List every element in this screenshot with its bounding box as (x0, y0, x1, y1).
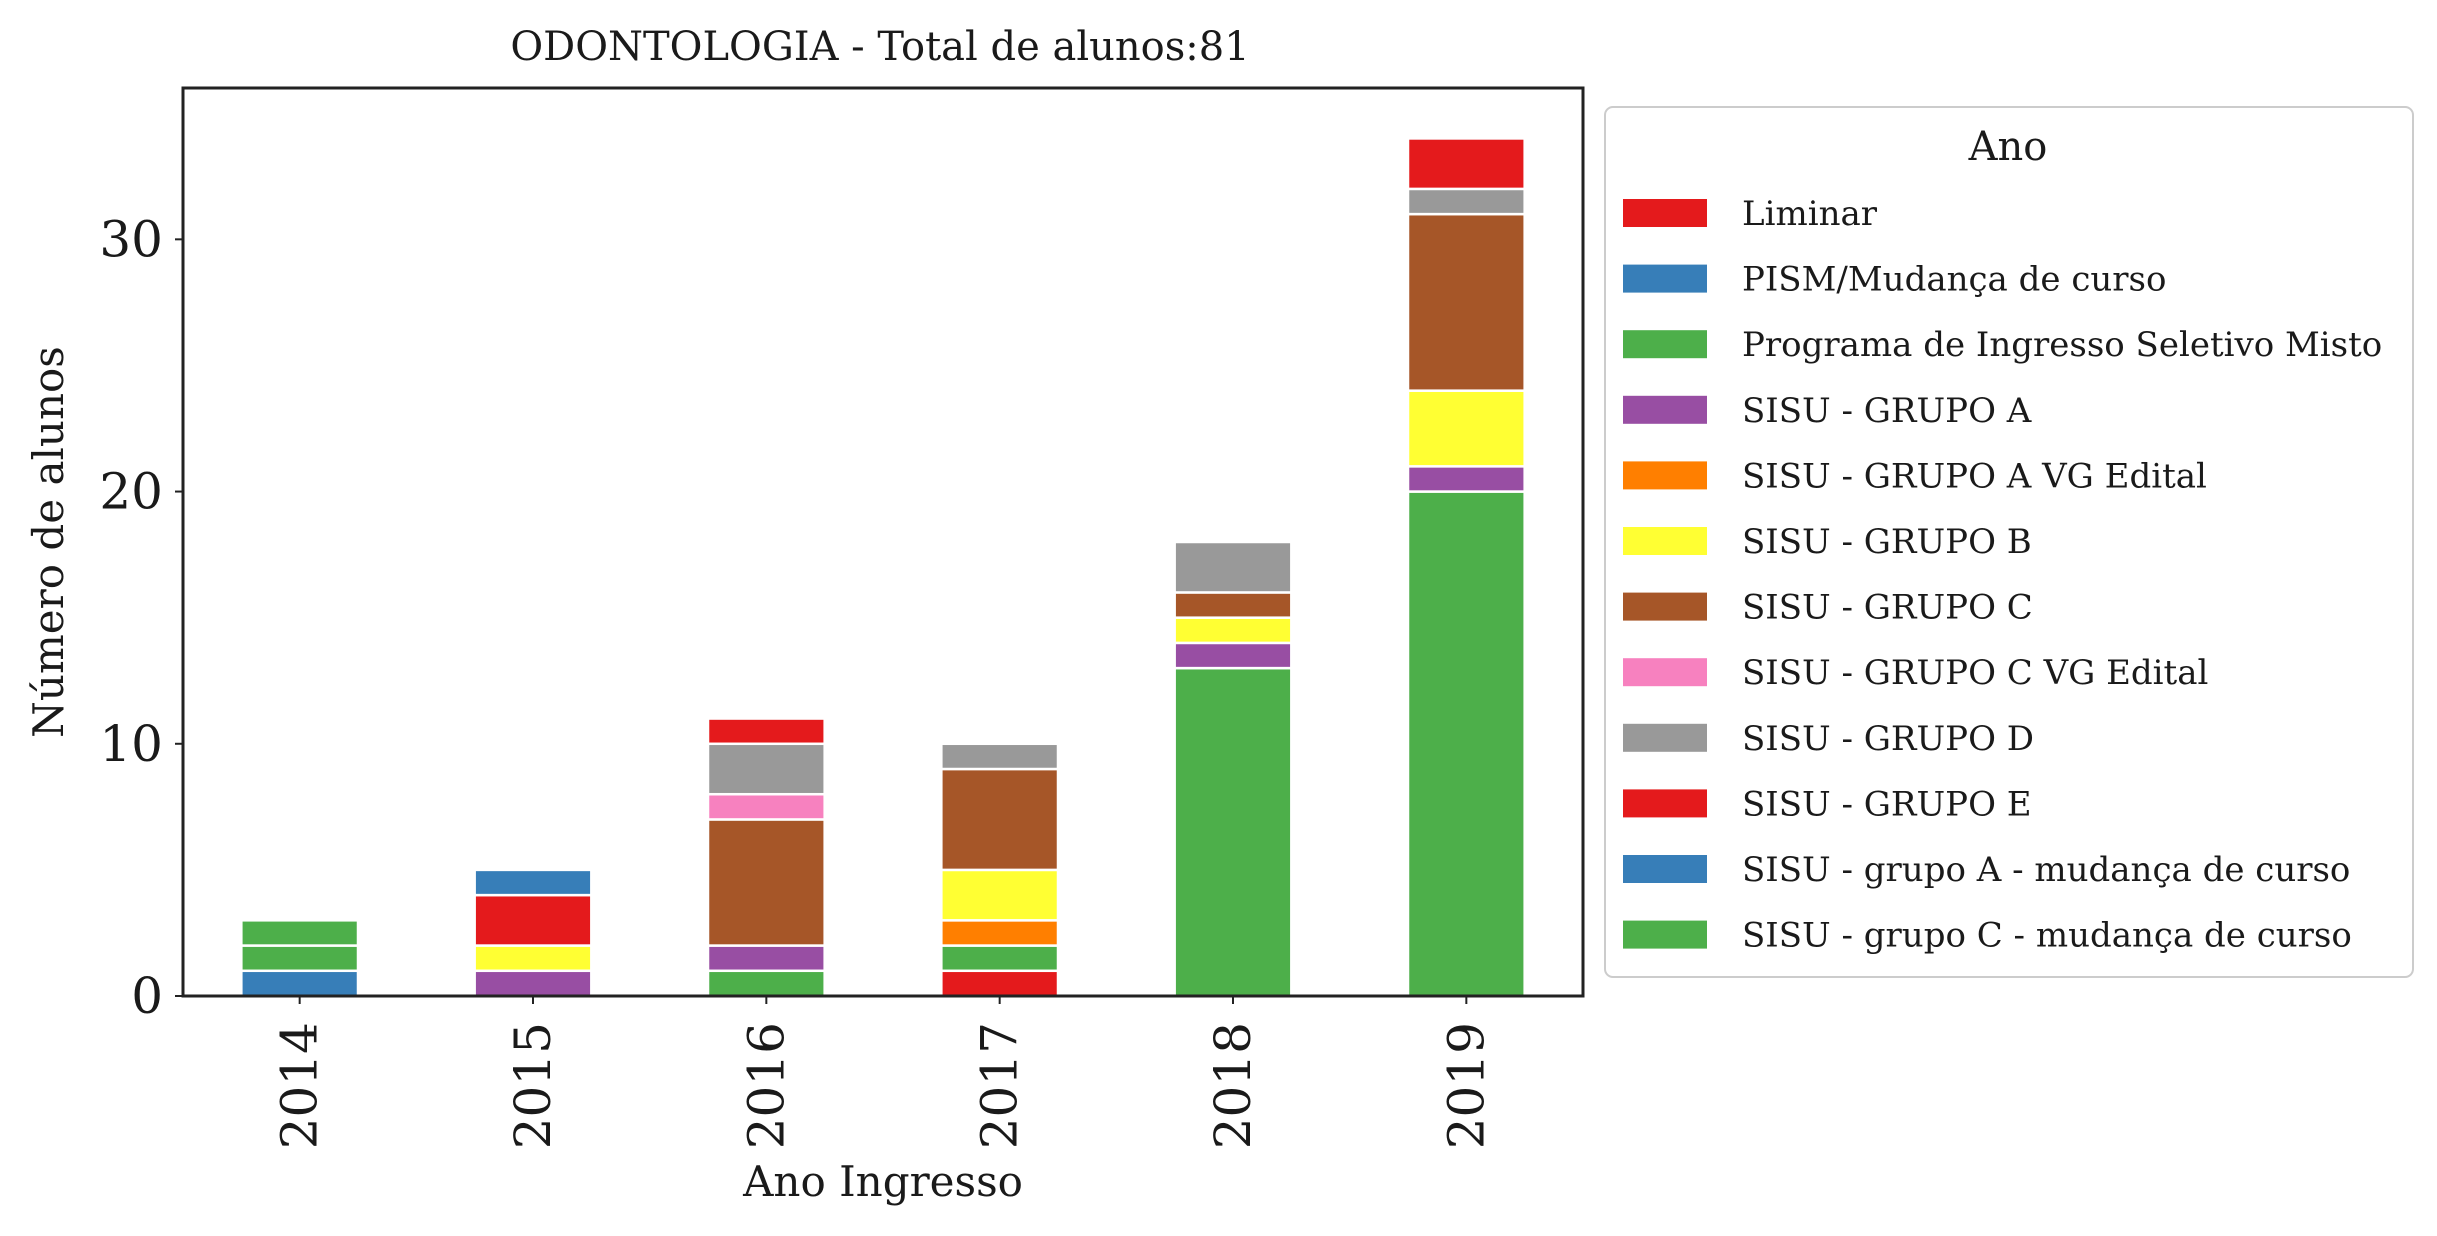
bar-segment (1406, 137, 1526, 191)
bar-segment (1173, 591, 1293, 619)
legend-label: SISU - GRUPO D (1742, 719, 2034, 759)
y-axis-label: Número de alunos (24, 346, 73, 738)
x-tick-label: 2015 (504, 1022, 562, 1149)
chart-title: ODONTOLOGIA - Total de alunos:81 (510, 24, 1249, 70)
legend-swatch (1623, 395, 1707, 424)
y-tick-label: 30 (99, 210, 163, 268)
legend-title: Ano (1968, 124, 2048, 170)
bar-segment (1173, 641, 1293, 670)
legend-label: SISU - grupo A - mudança de curso (1742, 850, 2350, 890)
bar-segment (706, 818, 826, 947)
bar-segment (1406, 490, 1526, 998)
legend-label: PISM/Mudança de curso (1742, 260, 2166, 300)
y-tick-label: 0 (131, 967, 163, 1025)
y-axis: 0 10 20 30 (99, 210, 183, 1025)
bar-segment (940, 742, 1060, 771)
bar-segment (940, 767, 1060, 872)
bar-segment (1406, 187, 1526, 216)
bar-segment (473, 944, 593, 973)
bar-segment (473, 893, 593, 947)
legend-swatch (1623, 592, 1707, 621)
bar-segment (940, 919, 1060, 947)
legend-box (1604, 106, 2414, 978)
legend-items: Liminar PISM/Mudança de curso Programa de … (1623, 194, 2382, 956)
legend-swatch (1623, 199, 1707, 227)
legend-label: SISU - GRUPO A (1742, 391, 2032, 431)
bar-segment (1173, 616, 1293, 645)
bar-segment (706, 742, 826, 796)
x-tick-label: 2014 (271, 1022, 329, 1149)
bar-segment (706, 792, 826, 821)
legend-swatch (1623, 723, 1707, 752)
legend-swatch (1623, 920, 1707, 949)
bar-segment (706, 717, 826, 746)
legend-label: SISU - GRUPO E (1742, 784, 2032, 824)
legend-swatch (1623, 855, 1707, 883)
x-tick-label: 2018 (1204, 1022, 1262, 1149)
bar-segment (1406, 465, 1526, 493)
bar-segment (1406, 212, 1526, 392)
legend-swatch (1623, 658, 1707, 687)
bar-segment (473, 969, 593, 998)
legend-label: SISU - GRUPO C VG Edital (1742, 653, 2208, 693)
bar-segment (940, 868, 1060, 922)
x-tick-label: 2016 (737, 1022, 795, 1149)
x-tick-label: 2017 (971, 1022, 1029, 1149)
legend-swatch (1623, 789, 1707, 818)
legend-swatch (1623, 461, 1707, 490)
bar-segment (940, 944, 1060, 973)
x-tick-label: 2019 (1437, 1022, 1495, 1149)
legend-swatch (1623, 527, 1707, 555)
bar-segment (1173, 666, 1293, 998)
bar-segment (240, 919, 360, 947)
legend-label: Programa de Ingresso Seletivo Misto (1742, 325, 2382, 365)
legend-label: SISU - grupo C - mudança de curso (1742, 916, 2352, 956)
x-axis-label: Ano Ingresso (742, 1157, 1023, 1206)
bar-segment (940, 969, 1060, 998)
legend-label: SISU - GRUPO C (1742, 588, 2033, 628)
plot-frame (181, 86, 1585, 998)
x-axis: 2014 2015 2016 2017 2018 2019 (271, 996, 1495, 1149)
bar-segment (1173, 540, 1293, 594)
bar-segment (240, 944, 360, 973)
bar-segment (1406, 389, 1526, 468)
bars-layer (240, 137, 1526, 998)
bar-segment (473, 868, 593, 897)
legend-swatch (1623, 330, 1707, 359)
bar-segment (706, 944, 826, 973)
bar-segment (240, 969, 360, 998)
legend-label: SISU - GRUPO A VG Edital (1742, 456, 2207, 496)
bar-segment (706, 969, 826, 998)
legend-label: SISU - GRUPO B (1742, 522, 2032, 562)
y-tick-label: 10 (99, 715, 163, 773)
legend-label: Liminar (1742, 194, 1878, 234)
legend-swatch (1623, 264, 1707, 293)
y-tick-label: 20 (99, 463, 163, 521)
legend: Ano Liminar PISM/Mudança de curso Programa… (1604, 106, 2414, 978)
